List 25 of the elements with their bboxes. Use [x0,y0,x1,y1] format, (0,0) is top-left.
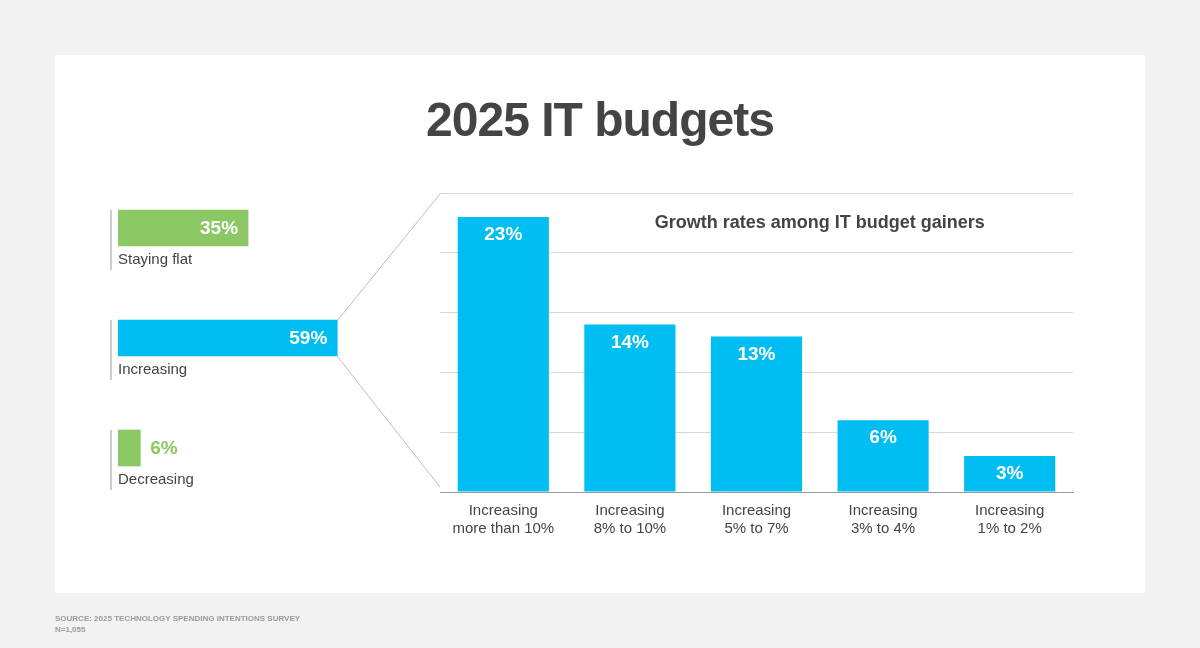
x-tick-label: Increasing 3% to 4% [848,501,918,537]
data-label: 35% [200,217,239,239]
text: N=1,055 [55,624,87,635]
data-label: 6% [869,426,897,448]
data-label: 23% [484,223,523,245]
bar [837,420,929,492]
source-note: SOURCE: 2025 TECHNOLOGY SPENDING INTENTIONS SURVEY [55,613,301,624]
bar [964,456,1056,492]
bar [457,216,549,492]
x-tick-label: Increasing 8% to 10% [593,501,667,537]
category-label: Increasing [118,360,188,378]
data-label: 3% [995,462,1024,484]
data-label: 6% [150,437,178,459]
category-label: Staying flat [118,250,193,268]
text: 2025 IT budgets [425,92,775,147]
bar [584,324,676,492]
data-label: 13% [737,342,776,364]
chart-title: Growth rates among IT budget gainers [654,211,985,232]
x-tick-label: Increasing more than 10% [452,501,555,537]
bar [710,336,803,492]
category-label: Decreasing [118,470,194,488]
x-tick-label: Increasing 5% to 7% [721,501,792,537]
data-label: 14% [610,330,650,352]
data-label: 59% [289,327,328,349]
x-tick-label: Increasing 1% to 2% [975,501,1045,537]
